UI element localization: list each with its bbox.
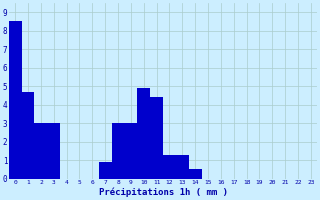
- Bar: [35, 123, 47, 179]
- Bar: [137, 88, 150, 179]
- Bar: [22, 92, 35, 179]
- Bar: [124, 123, 137, 179]
- Bar: [47, 123, 60, 179]
- Bar: [9, 21, 22, 179]
- Bar: [176, 155, 189, 179]
- Bar: [112, 123, 124, 179]
- Bar: [150, 97, 163, 179]
- Bar: [189, 169, 202, 179]
- Bar: [163, 155, 176, 179]
- X-axis label: Précipitations 1h ( mm ): Précipitations 1h ( mm ): [99, 188, 228, 197]
- Bar: [99, 162, 112, 179]
